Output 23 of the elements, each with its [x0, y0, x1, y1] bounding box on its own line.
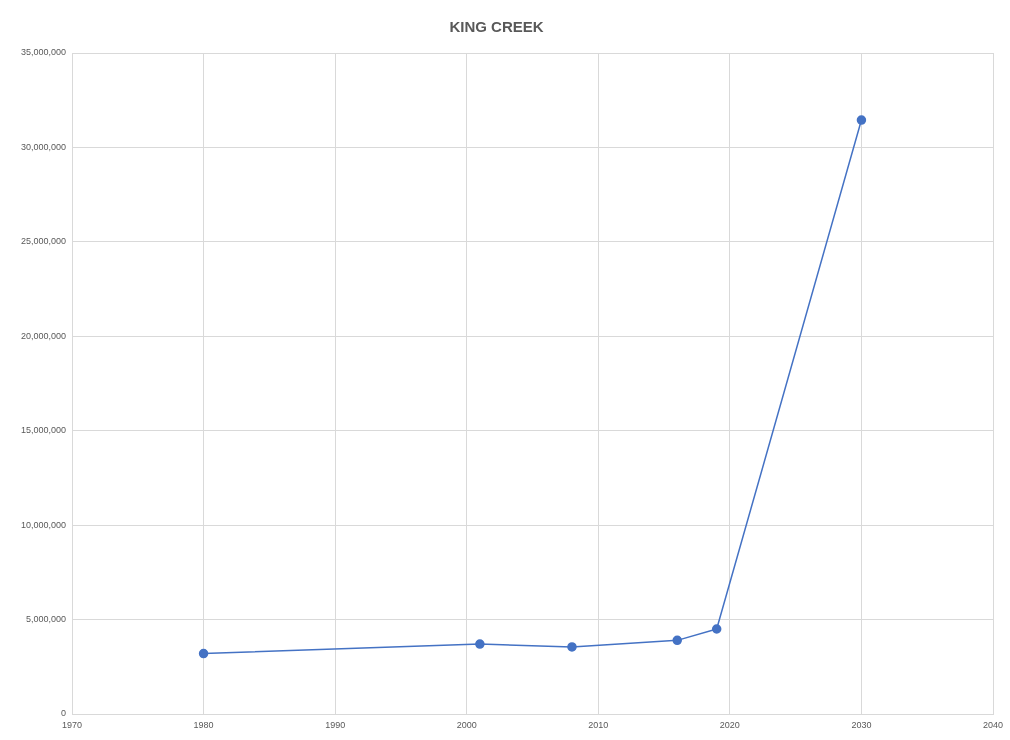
- point: [567, 642, 577, 652]
- y-tick-label: 20,000,000: [20, 330, 66, 341]
- chart-title: KING CREEK: [449, 18, 544, 36]
- x-tick-label: 1980: [193, 719, 214, 730]
- x-tick-label: 1990: [325, 719, 346, 730]
- y-tick-label: 15,000,000: [20, 425, 66, 436]
- point: [198, 648, 209, 659]
- x-tick-label: 2000: [456, 719, 477, 730]
- point: [711, 624, 722, 634]
- y-tick-label: 30,000,000: [20, 141, 66, 152]
- x-tick-label: 2020: [719, 719, 740, 730]
- y-tick-label: 10,000,000: [20, 519, 66, 530]
- y-tick-label: 0: [60, 708, 66, 719]
- x-tick-label: 2040: [982, 719, 1004, 730]
- y-tick-label: 5,000,000: [25, 614, 66, 625]
- point: [475, 639, 485, 649]
- point: [856, 115, 867, 125]
- x-tick-label: 1970: [61, 719, 83, 730]
- y-tick-label: 35,000,000: [20, 47, 66, 58]
- point: [672, 635, 682, 646]
- x-tick-label: 2010: [588, 719, 609, 730]
- y-tick-label: 25,000,000: [20, 236, 66, 247]
- x-tick-label: 2030: [851, 719, 872, 730]
